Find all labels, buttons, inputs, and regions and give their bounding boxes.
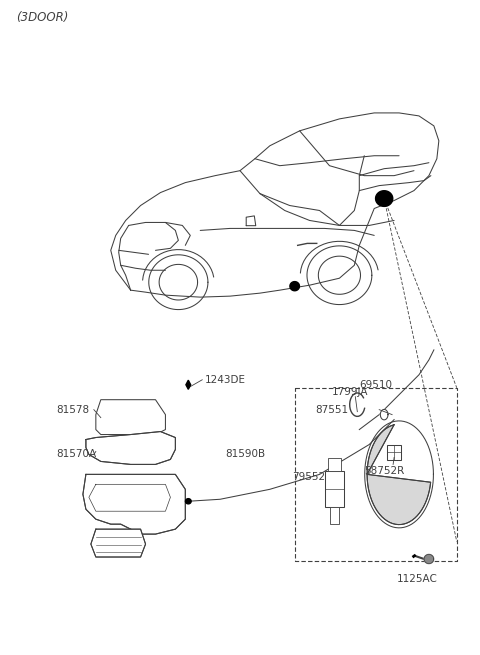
Polygon shape <box>96 400 166 434</box>
Polygon shape <box>186 380 191 389</box>
Polygon shape <box>86 432 175 464</box>
Text: 81578: 81578 <box>56 405 89 415</box>
Text: 87551: 87551 <box>315 405 348 415</box>
Text: 79552: 79552 <box>292 472 325 482</box>
Polygon shape <box>424 554 433 563</box>
Polygon shape <box>83 474 185 534</box>
Polygon shape <box>375 191 393 206</box>
Text: 81590B: 81590B <box>225 449 265 459</box>
Text: 58752R: 58752R <box>364 466 405 476</box>
Text: 81570A: 81570A <box>56 449 96 459</box>
Polygon shape <box>367 425 431 525</box>
Text: 1243DE: 1243DE <box>205 375 246 384</box>
Text: (3DOOR): (3DOOR) <box>16 11 68 24</box>
Polygon shape <box>380 409 388 420</box>
Text: 1799JA: 1799JA <box>332 386 368 397</box>
Polygon shape <box>325 472 344 507</box>
Polygon shape <box>387 445 401 460</box>
Text: 69510: 69510 <box>360 380 392 390</box>
Polygon shape <box>328 458 341 472</box>
Text: 1125AC: 1125AC <box>397 574 438 584</box>
Polygon shape <box>185 498 191 504</box>
Polygon shape <box>290 282 300 291</box>
Polygon shape <box>330 507 339 523</box>
Polygon shape <box>91 529 145 557</box>
